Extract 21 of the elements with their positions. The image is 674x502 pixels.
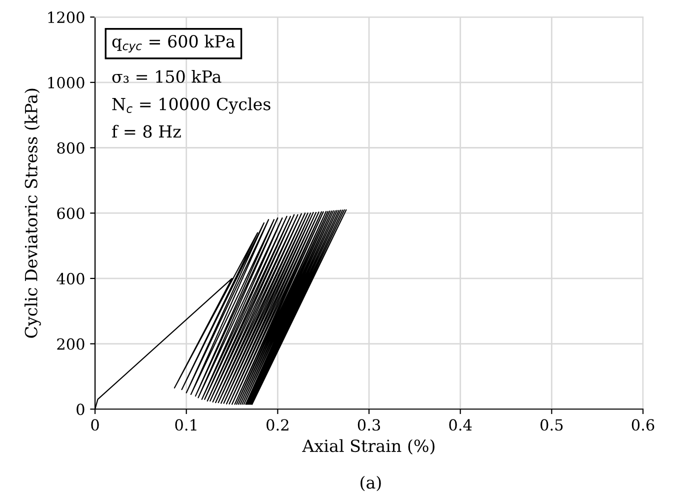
y-axis-title: Cyclic Deviatoric Stress (kPa) xyxy=(24,88,41,338)
annotation: σ₃ = 150 kPa xyxy=(112,70,222,83)
annotation: q$_{cyc}$ = 600 kPa xyxy=(112,34,235,53)
x-tick-label: 0.2 xyxy=(266,419,288,431)
y-tick-label: 800 xyxy=(57,142,84,154)
y-tick-label: 0 xyxy=(76,404,84,416)
y-tick-label: 400 xyxy=(56,272,84,284)
x-tick-label: 0 xyxy=(91,419,99,431)
annotation: f = 8 Hz xyxy=(112,124,181,138)
y-tick-label: 200 xyxy=(57,338,84,350)
y-tick-label: 1200 xyxy=(48,12,84,24)
text: (a) xyxy=(360,476,381,492)
x-tick-label: 0.5 xyxy=(540,419,563,431)
x-tick-label: 0.3 xyxy=(358,419,380,431)
x-tick-label: 0.6 xyxy=(632,419,654,431)
annotation: N$_{c}$ = 10000 Cycles xyxy=(112,97,270,114)
y-tick-label: 600 xyxy=(57,208,84,220)
x-tick-label: 0.1 xyxy=(175,419,196,431)
y-tick-label: 1000 xyxy=(48,76,84,88)
x-axis-title: Axial Strain (%) xyxy=(302,439,434,454)
x-tick-label: 0.4 xyxy=(449,419,472,431)
